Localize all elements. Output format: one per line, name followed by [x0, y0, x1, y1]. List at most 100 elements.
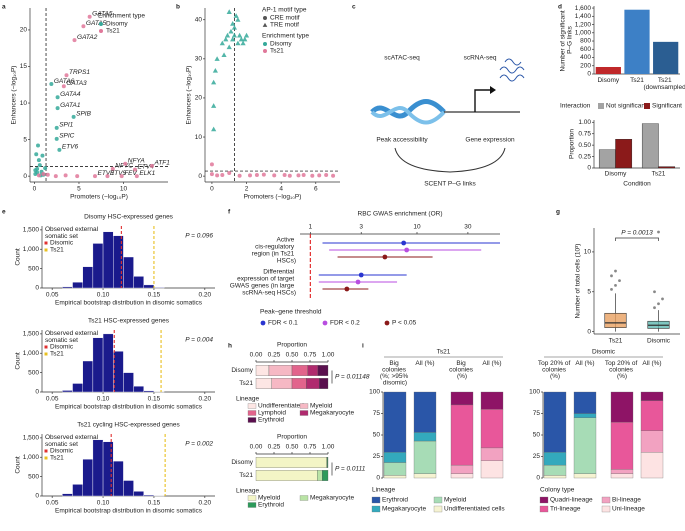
legend-swatch — [299, 410, 309, 416]
point-label: GATA5 — [92, 10, 113, 17]
x-axis-label: Proportion — [277, 342, 307, 349]
point — [34, 152, 39, 157]
legend-marker — [263, 42, 267, 46]
point — [230, 21, 236, 26]
point-label: ELK1 — [139, 170, 155, 177]
x-tick-label: 0.25 — [268, 352, 281, 359]
legend-swatch — [539, 505, 549, 513]
category-label: Differential expression of target GWAS g… — [230, 268, 296, 296]
point — [235, 40, 241, 46]
point — [296, 173, 301, 178]
peak-label: Peak accessibility — [376, 137, 428, 144]
gene-label: Gene expression — [465, 137, 515, 144]
chromatin — [370, 106, 446, 125]
point — [110, 166, 115, 171]
y-tick-label: 25 — [533, 453, 541, 460]
point — [272, 173, 277, 178]
x-tick-label: Disomy — [597, 77, 619, 84]
point — [72, 38, 77, 43]
point-label: ETV4 — [138, 163, 155, 170]
point — [224, 32, 231, 38]
legend-label: Not significant — [606, 103, 647, 110]
x-axis-label: Proportion — [277, 434, 307, 441]
y-tick-label: 600 — [580, 46, 591, 53]
bar-segment — [450, 404, 474, 466]
hist-bar — [143, 494, 155, 497]
point — [237, 173, 242, 178]
point — [237, 32, 243, 38]
point — [401, 240, 407, 246]
bar — [653, 41, 679, 74]
bar-segment — [383, 391, 407, 453]
point — [105, 174, 110, 179]
y-tick-label: 1,500 — [23, 227, 40, 234]
point — [36, 143, 41, 148]
point — [235, 17, 241, 22]
legend-swatch — [371, 505, 381, 513]
y-tick-label: 400 — [580, 54, 591, 61]
hist-bar — [82, 458, 94, 497]
x-tick-label: 0.00 — [250, 352, 263, 359]
bar-segment — [413, 391, 437, 433]
point — [233, 13, 239, 18]
y-tick-label: 10 — [584, 249, 592, 256]
x-tick-label: 0.10 — [97, 292, 110, 299]
bar-segment — [640, 452, 664, 479]
point-label: GATA1 — [60, 102, 81, 109]
x-tick-label: 2 — [245, 186, 249, 193]
hist-bar — [92, 337, 104, 393]
point — [71, 114, 76, 119]
outlier — [657, 230, 660, 234]
outlier — [610, 274, 613, 278]
legend-label: Erythroid — [258, 502, 284, 509]
legend-swatch — [644, 103, 650, 109]
x-tick-label: Ts21 — [630, 77, 644, 84]
y-tick-label: 0 — [376, 475, 380, 482]
x-tick-label: All (%) — [575, 360, 594, 367]
point — [41, 171, 46, 176]
legend-swatch — [247, 403, 257, 409]
bar-segment — [255, 378, 272, 389]
legend-label: FDR < 0.1 — [268, 320, 298, 327]
legend-title: Lineage — [372, 487, 396, 494]
y-tick-label: 1,600 — [575, 5, 592, 12]
x-tick-label: 1.00 — [322, 444, 335, 451]
panel-letter: b — [176, 4, 180, 11]
point-label: ETV5 — [110, 170, 127, 177]
outlier — [657, 302, 660, 306]
bar-segment — [543, 464, 567, 476]
y-tick-label: 5 — [23, 136, 27, 143]
chart-title: Ts21 cycling HSC-expressed genes — [77, 422, 180, 429]
bar-segment — [640, 400, 664, 431]
y-tick-label: 0 — [35, 285, 39, 292]
y-tick-label: 1,000 — [23, 454, 40, 461]
point — [242, 36, 248, 42]
bar-segment — [640, 391, 664, 401]
legend-swatch — [601, 496, 611, 504]
legend-swatch — [433, 496, 443, 504]
hist-bar — [92, 243, 104, 289]
point — [301, 172, 306, 177]
y-tick-label: 1,000 — [575, 30, 592, 37]
outlier — [614, 283, 617, 287]
category-label: Active cis-regulatory region (in Ts21 HS… — [252, 236, 296, 264]
point-label: SPI1 — [59, 122, 73, 129]
y-tick-label: 1,000 — [23, 350, 40, 357]
hist-bar — [72, 383, 83, 393]
atac-label: scATAC-seq — [384, 55, 420, 62]
legend-label: Megakaryocyte — [310, 410, 354, 417]
point — [35, 170, 40, 175]
x-tick-label: 30 — [464, 224, 472, 231]
x-tick-label: 0.00 — [250, 444, 263, 451]
outlier — [614, 269, 617, 273]
legend-marker — [384, 320, 390, 326]
y-axis-label: Number of total cells (10³) — [575, 244, 582, 319]
p-value: P = 0.01148 — [335, 374, 370, 381]
bar-segment — [317, 470, 323, 481]
legend-swatch — [247, 502, 257, 508]
legend-label: P < 0.05 — [392, 320, 417, 327]
y-tick-label: 100 — [529, 389, 540, 396]
hist-bar — [62, 286, 73, 289]
legend-marker — [263, 49, 267, 53]
bar-segment — [610, 473, 634, 479]
